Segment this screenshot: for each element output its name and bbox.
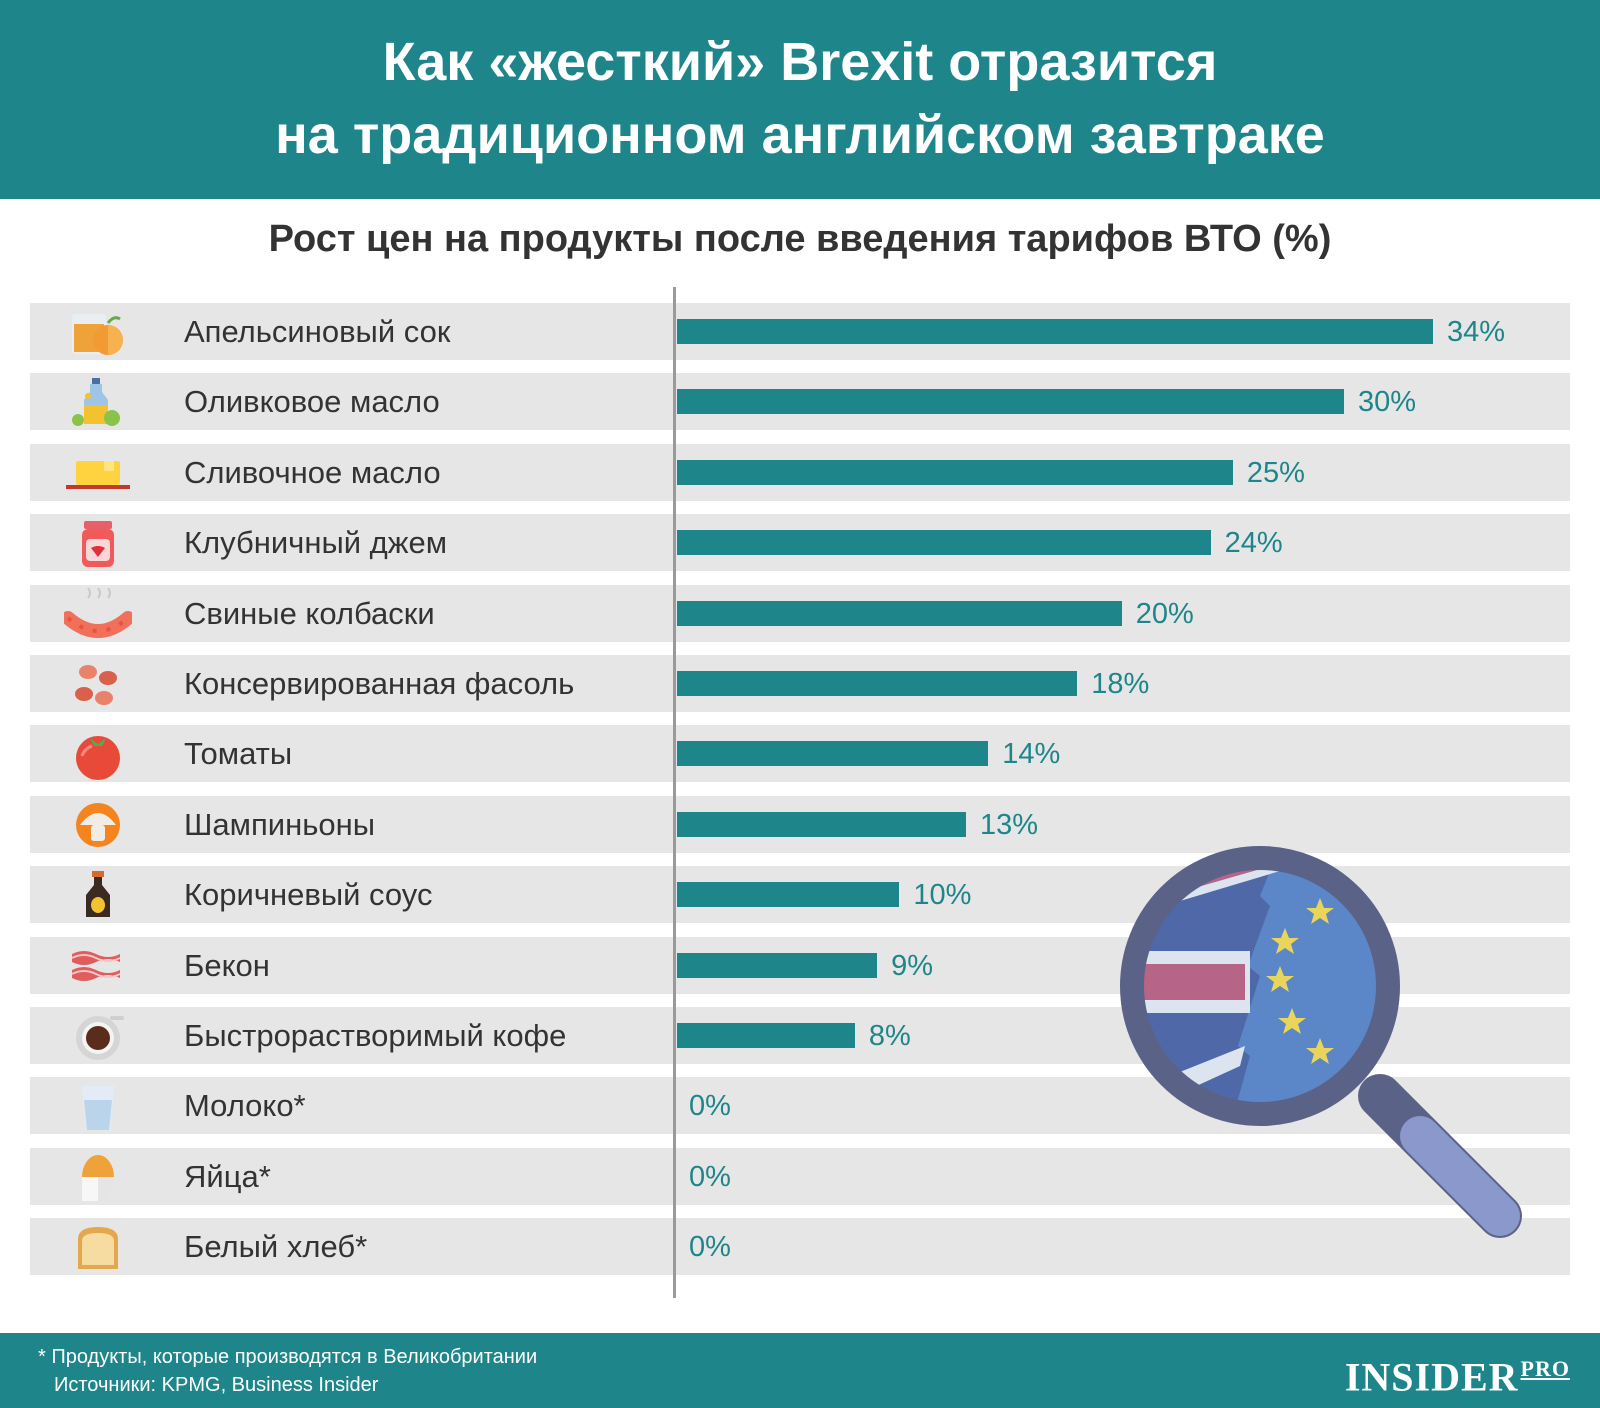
category-label: Оливковое масло [184, 384, 440, 420]
category-label: Свиные колбаски [184, 595, 435, 631]
brand-main: INSIDER [1344, 1354, 1519, 1400]
category-label: Белый хлеб* [184, 1229, 368, 1265]
title-line-1: Как «жесткий» Brexit отразится [382, 32, 1218, 92]
butter-icon [66, 460, 130, 489]
category-label: Апельсиновый сок [184, 314, 451, 349]
value-label: 30% [1358, 386, 1417, 419]
category-label: Клубничный джем [184, 525, 448, 561]
axis-line [673, 287, 676, 1298]
olive-oil-icon [72, 378, 120, 427]
footnote: * Продукты, которые производятся в Велик… [38, 1346, 538, 1368]
strawberry-jam-icon [82, 521, 114, 568]
milk-icon [82, 1086, 114, 1131]
row-background [30, 1147, 1570, 1205]
bar [677, 952, 878, 978]
value-label: 9% [891, 949, 934, 982]
tomato-icon [76, 736, 120, 781]
magnifier-uk-eu-flag-icon [1120, 846, 1522, 1238]
brand-sub: PRO [1520, 1356, 1570, 1381]
bar [677, 1023, 855, 1048]
bar [677, 671, 1078, 696]
category-label: Яйца* [184, 1158, 271, 1194]
value-label: 14% [1002, 738, 1061, 771]
row-background [30, 1218, 1570, 1276]
footer-banner: * Продукты, которые производятся в Велик… [0, 1333, 1600, 1408]
category-label: Бекон [184, 947, 270, 983]
bar [677, 459, 1233, 485]
category-label: Быстрорастворимый кофе [184, 1018, 567, 1053]
bar [677, 882, 900, 908]
category-label: Шампиньоны [184, 806, 375, 842]
value-label: 0% [689, 1231, 731, 1264]
category-label: Консервированная фасоль [184, 666, 575, 701]
value-label: 0% [689, 1160, 731, 1193]
bacon-icon [71, 950, 121, 981]
chart-subtitle: Рост цен на продукты после введения тари… [268, 218, 1332, 260]
orange-juice-icon [72, 314, 123, 355]
bar [677, 600, 1122, 626]
coffee-icon [76, 1016, 124, 1060]
category-label: Молоко* [184, 1088, 306, 1124]
bar [677, 741, 989, 767]
baked-beans-icon [75, 665, 117, 705]
sources: Источники: KPMG, Business Insider [54, 1374, 379, 1396]
mushroom-icon [76, 802, 120, 847]
brand-logo: INSIDERPRO [1345, 1345, 1570, 1401]
value-label: 8% [868, 1020, 911, 1052]
value-label: 25% [1246, 456, 1305, 489]
value-label: 24% [1224, 527, 1283, 560]
value-label: 10% [913, 879, 972, 912]
value-label: 20% [1135, 597, 1194, 630]
value-label: 34% [1447, 316, 1506, 348]
value-label: 13% [980, 808, 1039, 841]
bar [677, 389, 1345, 415]
category-label: Коричневый соус [184, 877, 433, 913]
category-label: Сливочное масло [184, 454, 441, 490]
value-label: 18% [1091, 668, 1150, 700]
bar [677, 319, 1433, 344]
bread-icon [78, 1227, 118, 1270]
sausage-icon [64, 587, 132, 638]
header-banner: Как «жесткий» Brexit отразится на традиц… [0, 0, 1600, 199]
bar [677, 811, 967, 837]
value-label: 0% [689, 1090, 731, 1123]
egg-icon [82, 1154, 114, 1201]
brown-sauce-icon [86, 871, 110, 918]
bar [677, 530, 1211, 556]
category-label: Томаты [184, 736, 293, 772]
title-line-2: на традиционном английском завтраке [275, 105, 1325, 165]
